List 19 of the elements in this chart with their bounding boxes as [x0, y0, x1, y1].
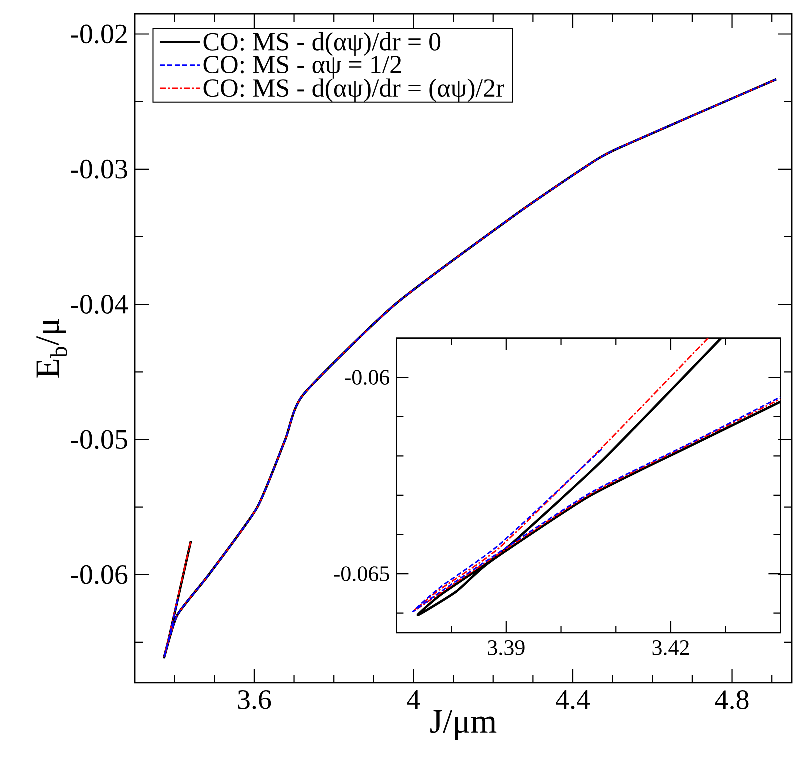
- legend-label: CO: MS - d(αψ)/dr = (αψ)/2r: [204, 78, 504, 102]
- x-tick-label: 3.39: [488, 640, 525, 656]
- x-tick-label: 4.8: [715, 690, 749, 710]
- line-series: [412, 396, 781, 613]
- y-tick-label: -0.02: [71, 24, 127, 44]
- y-tick-label: -0.06: [71, 565, 128, 584]
- y-tick-label: -0.05: [71, 430, 128, 450]
- x-axis-title: J/μm: [430, 710, 497, 740]
- x-tick-label: 4: [407, 690, 420, 709]
- x-tick-label: 3.6: [238, 690, 272, 710]
- y-tick-label: -0.04: [71, 295, 128, 314]
- x-tick-label: 4.4: [556, 690, 590, 710]
- y-tick-label: -0.03: [71, 160, 128, 179]
- y-axis-title: E$_{b}$/μ: [36, 319, 68, 378]
- x-tick-label: 3.42: [652, 640, 690, 656]
- legend-label: CO: MS - d(αψ)/dr = 0: [204, 32, 441, 56]
- y-tick-label: -0.065: [334, 566, 390, 582]
- y-tick-label: -0.06: [345, 370, 390, 386]
- legend-label: CO: MS - αψ = 1/2: [204, 56, 402, 79]
